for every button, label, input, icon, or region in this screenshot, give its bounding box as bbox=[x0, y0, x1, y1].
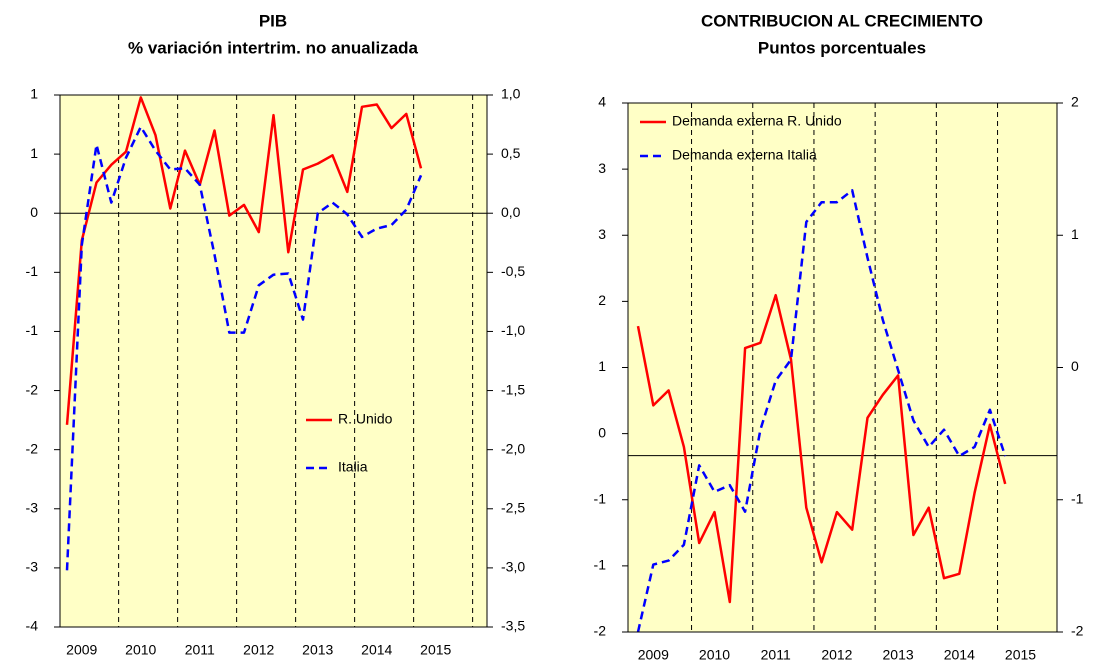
y-tick-label: 0,5 bbox=[501, 145, 521, 161]
y-tick-label: -3,5 bbox=[501, 618, 525, 634]
y-tick-label: -2 bbox=[26, 381, 39, 397]
y-tick-label: -1,5 bbox=[501, 381, 525, 397]
y-tick-label: 4 bbox=[598, 94, 606, 110]
y-tick-label: 0 bbox=[30, 204, 38, 220]
chart-title: CONTRIBUCION AL CRECIMIENTO bbox=[701, 11, 983, 30]
legend-label: Demanda externa Italia bbox=[672, 147, 817, 163]
chart-subtitle: % variación intertrim. no anualizada bbox=[128, 38, 419, 57]
y-tick-label: 0 bbox=[1071, 358, 1079, 374]
y-tick-label: 1,0 bbox=[501, 86, 521, 102]
y-tick-label: -4 bbox=[26, 618, 39, 634]
y-tick-label: 2 bbox=[598, 292, 606, 308]
y-tick-label: -2,5 bbox=[501, 499, 525, 515]
x-tick-label: 2011 bbox=[185, 642, 215, 658]
x-tick-label: 2013 bbox=[883, 647, 914, 663]
x-tick-label: 2010 bbox=[699, 647, 730, 663]
series-line bbox=[65, 125, 423, 571]
plot-area bbox=[628, 103, 1057, 632]
series-line bbox=[636, 293, 1007, 604]
x-tick-label: 2010 bbox=[125, 642, 156, 658]
y-tick-label: 3 bbox=[598, 160, 606, 176]
x-tick-label: 2013 bbox=[302, 642, 333, 658]
x-tick-label: 2009 bbox=[638, 647, 669, 663]
legend-label: Demanda externa R. Unido bbox=[672, 113, 842, 129]
y-tick-label: -2 bbox=[1071, 623, 1084, 639]
y-tick-label: 1 bbox=[30, 145, 38, 161]
y-tick-label: 1 bbox=[1071, 226, 1079, 242]
y-tick-label: 0 bbox=[598, 424, 606, 440]
series-line bbox=[636, 189, 1007, 633]
x-tick-label: 2009 bbox=[66, 642, 97, 658]
y-tick-label: -1 bbox=[26, 263, 39, 279]
y-tick-label: -2,0 bbox=[501, 440, 525, 456]
x-tick-label: 2011 bbox=[761, 647, 791, 663]
plot-border bbox=[627, 102, 1058, 633]
y-tick-label: -3 bbox=[26, 559, 39, 575]
chart-title: PIB bbox=[259, 11, 287, 30]
y-tick-label: 3 bbox=[598, 226, 606, 242]
y-tick-label: -2 bbox=[26, 440, 39, 456]
series-line bbox=[65, 96, 423, 425]
y-tick-label: -0,5 bbox=[501, 263, 525, 279]
x-tick-label: 2015 bbox=[420, 642, 451, 658]
y-tick-label: -1 bbox=[594, 490, 607, 506]
y-tick-label: -1 bbox=[26, 322, 39, 338]
x-tick-label: 2014 bbox=[944, 647, 975, 663]
y-tick-label: -1 bbox=[594, 557, 607, 573]
y-tick-label: -2 bbox=[594, 623, 607, 639]
y-tick-label: 1 bbox=[30, 86, 38, 102]
y-tick-label: 1 bbox=[598, 358, 606, 374]
x-tick-label: 2012 bbox=[243, 642, 274, 658]
y-tick-label: -1,0 bbox=[501, 322, 525, 338]
chart-subtitle: Puntos porcentuales bbox=[758, 38, 926, 57]
x-tick-label: 2012 bbox=[821, 647, 852, 663]
legend-label: R. Unido bbox=[338, 411, 393, 427]
y-tick-label: -1 bbox=[1071, 490, 1084, 506]
y-tick-label: -3 bbox=[26, 499, 39, 515]
x-tick-label: 2014 bbox=[361, 642, 392, 658]
x-tick-label: 2015 bbox=[1005, 647, 1036, 663]
y-tick-label: -3,0 bbox=[501, 559, 525, 575]
plot-border bbox=[59, 94, 488, 628]
plot-area bbox=[60, 95, 487, 627]
legend-label: Italia bbox=[338, 459, 368, 475]
y-tick-label: 0,0 bbox=[501, 204, 521, 220]
y-tick-label: 2 bbox=[1071, 94, 1079, 110]
